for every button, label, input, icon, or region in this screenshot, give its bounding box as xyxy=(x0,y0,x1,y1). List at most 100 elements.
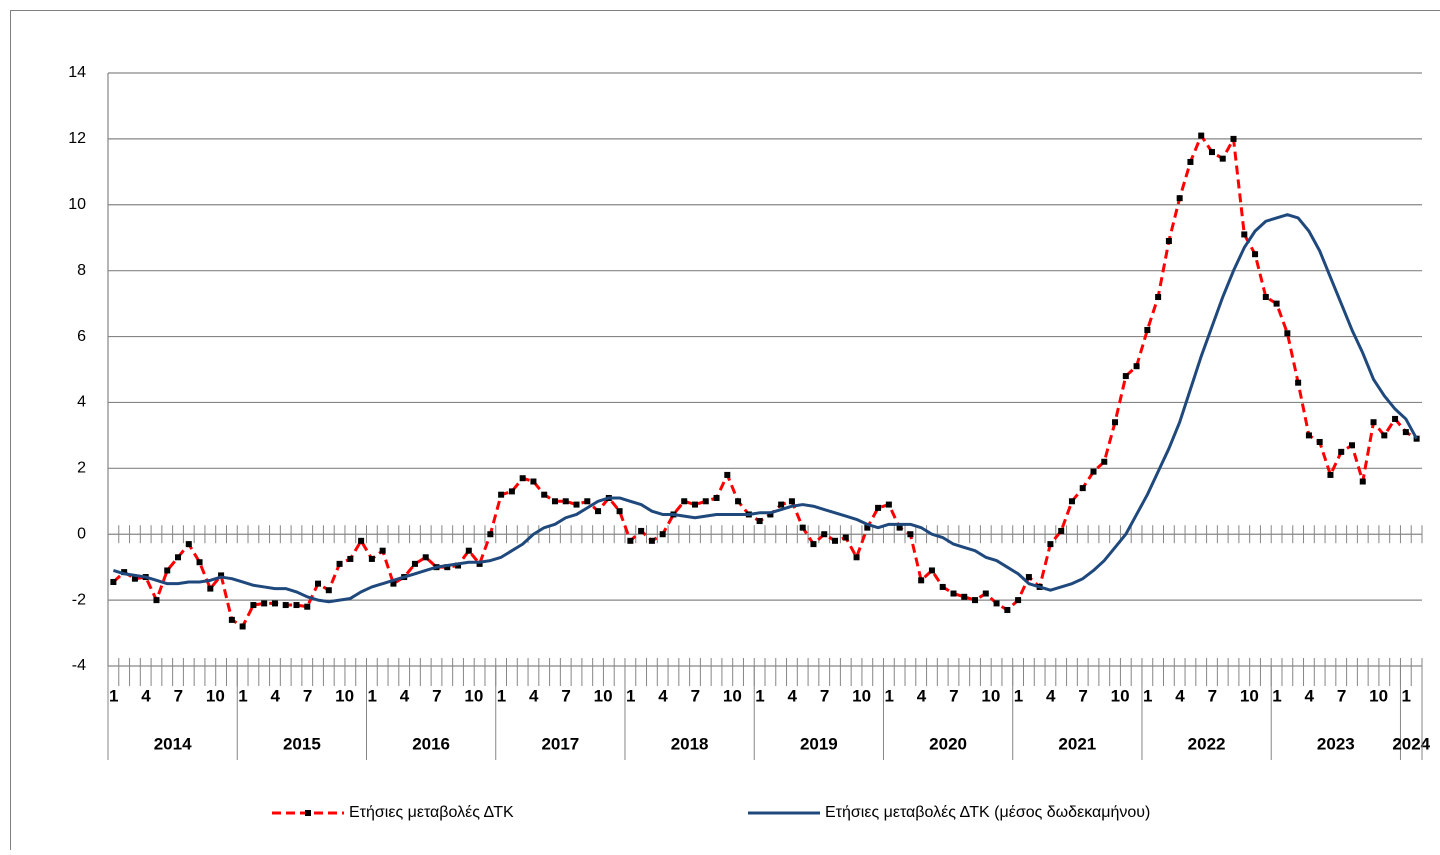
marker xyxy=(1080,485,1086,491)
y-tick-label: 6 xyxy=(77,328,86,345)
x-tick-label: 4 xyxy=(917,686,927,705)
marker xyxy=(907,531,913,537)
marker xyxy=(1026,574,1032,580)
x-group-label: 2018 xyxy=(671,734,709,753)
marker xyxy=(983,591,989,597)
x-tick-label: 4 xyxy=(658,686,668,705)
marker xyxy=(347,556,353,562)
x-tick-label: 4 xyxy=(529,686,539,705)
marker xyxy=(272,600,278,606)
marker xyxy=(1144,327,1150,333)
marker xyxy=(164,567,170,573)
marker xyxy=(541,492,547,498)
marker xyxy=(1166,238,1172,244)
x-tick-label: 10 xyxy=(206,686,225,705)
marker xyxy=(207,586,213,592)
marker xyxy=(369,556,375,562)
marker xyxy=(1209,149,1215,155)
marker xyxy=(1338,449,1344,455)
marker xyxy=(703,498,709,504)
marker xyxy=(1047,541,1053,547)
x-tick-label: 10 xyxy=(852,686,871,705)
marker xyxy=(240,623,246,629)
x-group-label: 2020 xyxy=(929,734,967,753)
x-tick-label: 7 xyxy=(303,686,312,705)
marker xyxy=(1295,380,1301,386)
marker xyxy=(250,602,256,608)
marker xyxy=(358,538,364,544)
x-tick-label: 10 xyxy=(1111,686,1130,705)
marker xyxy=(617,508,623,514)
x-group-label: 2024 xyxy=(1392,734,1430,753)
marker xyxy=(466,548,472,554)
x-tick-label: 7 xyxy=(1078,686,1087,705)
marker xyxy=(1360,479,1366,485)
marker xyxy=(918,577,924,583)
marker xyxy=(789,498,795,504)
x-tick-label: 10 xyxy=(1369,686,1388,705)
marker xyxy=(940,584,946,590)
x-tick-label: 7 xyxy=(949,686,958,705)
y-tick-label: -2 xyxy=(72,591,86,608)
x-tick-label: 4 xyxy=(1175,686,1185,705)
marker xyxy=(638,528,644,534)
x-tick-label: 7 xyxy=(1337,686,1346,705)
marker xyxy=(283,602,289,608)
x-tick-label: 1 xyxy=(1014,686,1023,705)
marker xyxy=(1231,136,1237,142)
marker xyxy=(757,518,763,524)
x-group-label: 2021 xyxy=(1058,734,1096,753)
legend-marker xyxy=(305,810,311,816)
marker xyxy=(530,479,536,485)
marker xyxy=(1306,432,1312,438)
marker xyxy=(1381,432,1387,438)
marker xyxy=(1155,294,1161,300)
x-group-label: 2022 xyxy=(1188,734,1226,753)
marker xyxy=(423,554,429,560)
x-tick-label: 1 xyxy=(238,686,247,705)
marker xyxy=(972,597,978,603)
marker xyxy=(843,535,849,541)
marker xyxy=(175,554,181,560)
marker xyxy=(1177,195,1183,201)
marker xyxy=(1263,294,1269,300)
chart-border xyxy=(11,11,1440,851)
marker xyxy=(520,475,526,481)
marker xyxy=(153,597,159,603)
x-tick-label: 1 xyxy=(626,686,635,705)
x-tick-label: 4 xyxy=(1046,686,1056,705)
marker xyxy=(660,531,666,537)
marker xyxy=(229,617,235,623)
marker xyxy=(929,567,935,573)
marker xyxy=(261,600,267,606)
legend-label: Ετήσιες μεταβολές ΔΤΚ xyxy=(349,804,514,821)
marker xyxy=(326,587,332,593)
y-tick-label: 2 xyxy=(77,460,86,477)
marker xyxy=(1349,442,1355,448)
marker xyxy=(380,548,386,554)
marker xyxy=(854,554,860,560)
marker xyxy=(509,488,515,494)
marker xyxy=(1112,419,1118,425)
x-tick-label: 7 xyxy=(1208,686,1217,705)
x-tick-label: 4 xyxy=(271,686,281,705)
x-tick-label: 10 xyxy=(594,686,613,705)
legend-label: Ετήσιες μεταβολές ΔΤΚ (μέσος δωδεκαμήνου… xyxy=(825,804,1150,821)
x-tick-label: 7 xyxy=(561,686,570,705)
marker xyxy=(1317,439,1323,445)
y-tick-label: 4 xyxy=(77,394,86,411)
marker xyxy=(304,604,310,610)
x-tick-label: 1 xyxy=(1401,686,1410,705)
y-tick-label: 8 xyxy=(77,262,86,279)
x-tick-label: 1 xyxy=(1272,686,1281,705)
x-tick-label: 1 xyxy=(1143,686,1152,705)
marker xyxy=(810,541,816,547)
marker xyxy=(574,502,580,508)
marker xyxy=(994,600,1000,606)
x-tick-label: 4 xyxy=(1305,686,1315,705)
x-group-label: 2019 xyxy=(800,734,838,753)
y-tick-label: 14 xyxy=(68,64,86,81)
marker xyxy=(1091,469,1097,475)
x-tick-label: 4 xyxy=(400,686,410,705)
